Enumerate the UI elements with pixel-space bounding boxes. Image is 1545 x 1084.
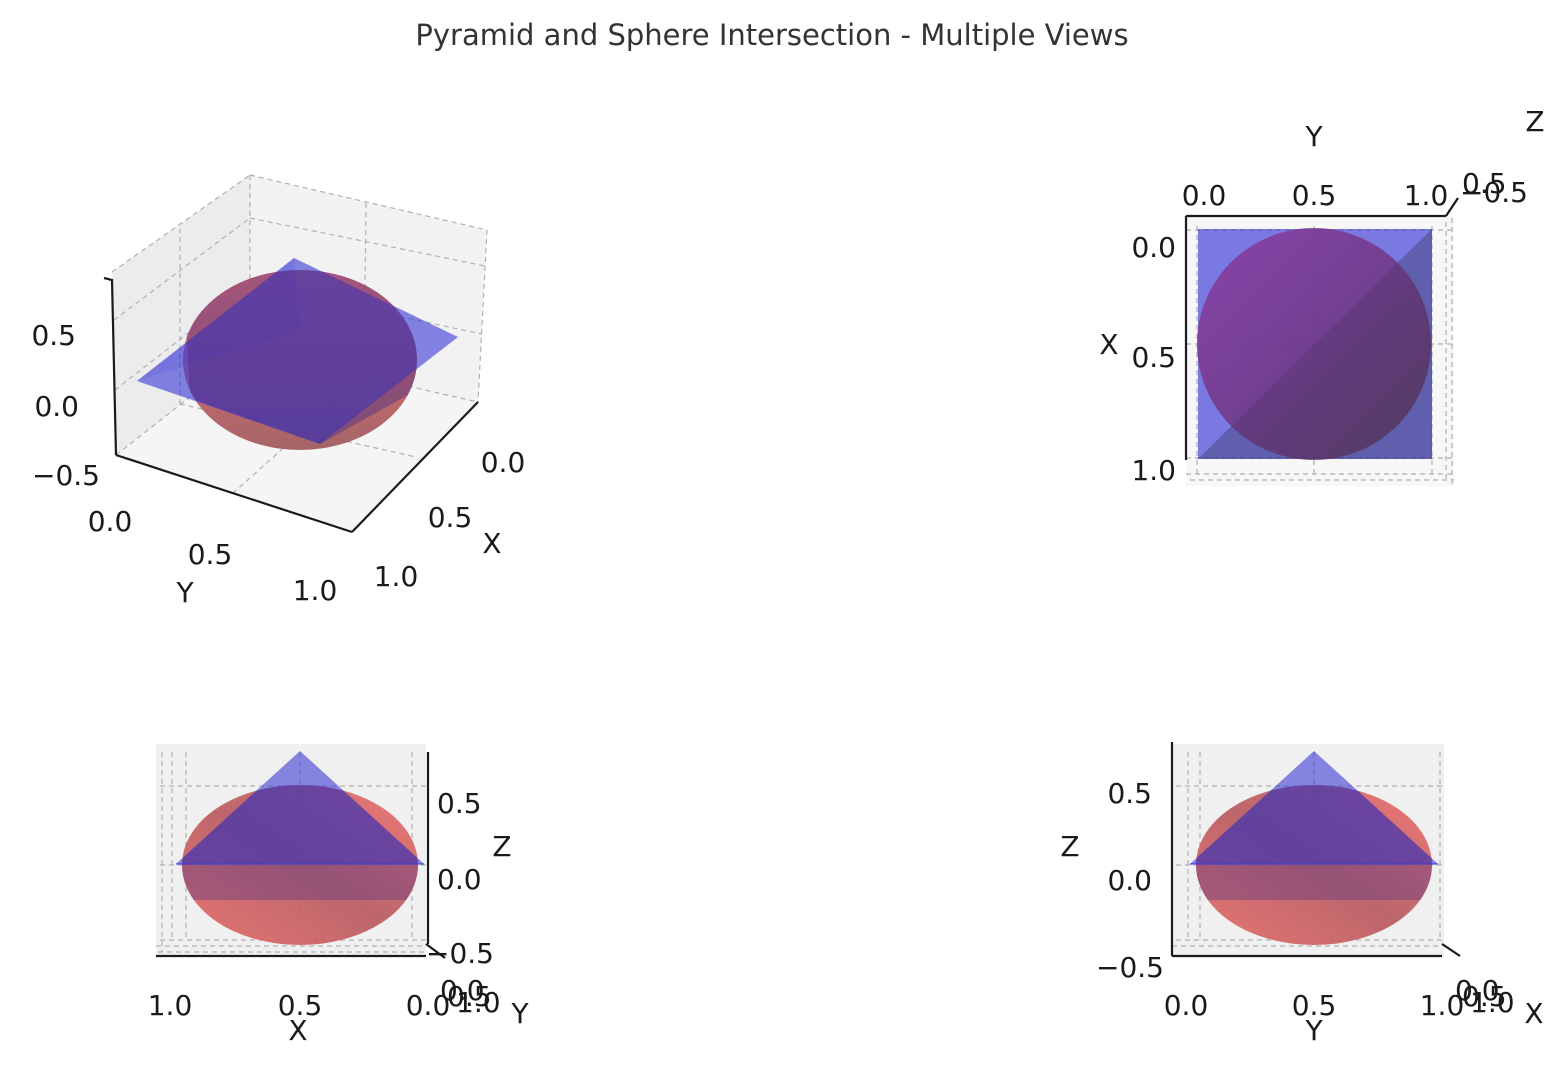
z-tick-0.0: 0.0 [1107, 864, 1152, 897]
pyramid-face-a [137, 258, 458, 444]
figure-title: Pyramid and Sphere Intersection - Multip… [415, 18, 1128, 52]
diagonal-shade [1198, 229, 1432, 459]
y-tick-0.0: 0.0 [1164, 989, 1209, 1022]
pane-left [112, 175, 250, 455]
pyramid-triangle [1190, 751, 1438, 864]
panel-front: 0.5 0.0 −0.5 1.0 0.5 0.0 0.0 0.5 1.0 X Z… [148, 744, 530, 1047]
tick-labels: 0.5 0.0 −0.5 0.0 0.5 1.0 0.0 0.5 1.0 Y X [31, 319, 525, 609]
z-tick-0.5: 0.5 [1107, 777, 1152, 810]
pyramid-overlap [185, 270, 417, 444]
y-axis-label: Y [1304, 1014, 1323, 1047]
y-axis-label: Y [510, 997, 529, 1030]
y-tick-0.0: 0.0 [440, 974, 485, 1007]
axes [1170, 742, 1461, 958]
y-tick-0.0: 0.0 [88, 505, 133, 538]
panel-side: 0.5 0.0 −0.5 0.0 0.5 1.0 0.0 0.5 1.0 Y Z… [1060, 742, 1544, 1047]
x-tick-0.5: 0.5 [1131, 341, 1176, 374]
z-axis [103, 276, 118, 456]
y-tick-0.5: 0.5 [1292, 989, 1337, 1022]
axes [1184, 197, 1459, 460]
x-axis [1441, 943, 1461, 957]
y-tick-0.0: 0.0 [1182, 179, 1227, 212]
x-tick-0.0: 0.0 [1455, 974, 1500, 1007]
z-tick-0.5: 0.5 [31, 319, 76, 352]
pyramid-overlap [1196, 785, 1432, 900]
y-tick-0.5: 0.5 [188, 538, 233, 571]
z-axis-label: Z [1060, 830, 1079, 863]
x-tick-0.0: 0.0 [406, 989, 451, 1022]
panel-perspective: 0.5 0.0 −0.5 0.0 0.5 1.0 0.0 0.5 1.0 Y X [31, 174, 525, 609]
z-axis-label: Z [492, 830, 511, 863]
x-tick-0.0: 0.0 [481, 446, 526, 479]
y-tick-1.0: 1.0 [293, 574, 338, 607]
panel-top: 0.0 0.5 1.0 0.0 0.5 1.0 0.5 −0.5 Y X Z [1099, 105, 1544, 487]
x-axis-label: X [1099, 328, 1118, 361]
y-tick-1.0: 1.0 [1404, 179, 1449, 212]
z-tick-0.0: 0.0 [34, 390, 79, 423]
x-axis-label: X [288, 1014, 307, 1047]
z-tick-neg0.5: −0.5 [32, 459, 100, 492]
y-tick-1.0: 1.0 [1420, 989, 1465, 1022]
z-tick-neg0.5: −0.5 [1460, 176, 1528, 209]
x-axis [351, 401, 479, 533]
x-tick-0.5: 0.5 [278, 989, 323, 1022]
x-axis-label: X [482, 527, 501, 560]
y-tick-0.5: 0.5 [447, 980, 492, 1013]
z-axis-label: Z [1525, 105, 1544, 138]
pyramid-face-b [137, 258, 300, 381]
y-axis-label: Y [1304, 120, 1323, 153]
y-tick-0.5: 0.5 [1292, 179, 1337, 212]
z-tick-neg0.5: −0.5 [426, 937, 494, 970]
x-tick-1.0: 1.0 [1470, 986, 1515, 1019]
z-axis [1445, 197, 1459, 217]
sphere-body [1197, 228, 1431, 460]
pyramid-triangle [176, 751, 424, 864]
x-tick-0.5: 0.5 [1462, 980, 1507, 1013]
x-axis-label: X [1524, 997, 1543, 1030]
y-axis [115, 453, 353, 534]
pyramid [137, 258, 458, 444]
z-tick-0.5: 0.5 [437, 787, 482, 820]
z-tick-0.5: 0.5 [1462, 167, 1507, 200]
tick-labels: 0.5 0.0 −0.5 0.0 0.5 1.0 0.0 0.5 1.0 Y Z… [1060, 777, 1543, 1047]
x-tick-0.0: 0.0 [1131, 231, 1176, 264]
axes [156, 752, 446, 959]
tick-labels: 0.0 0.5 1.0 0.0 0.5 1.0 0.5 −0.5 Y X Z [1099, 105, 1544, 487]
x-tick-0.5: 0.5 [428, 501, 473, 534]
y-axis-label: Y [175, 576, 194, 609]
axes [103, 276, 479, 534]
x-tick-1.0: 1.0 [148, 989, 193, 1022]
z-tick-neg0.5: −0.5 [1096, 951, 1164, 984]
tick-labels: 0.5 0.0 −0.5 1.0 0.5 0.0 0.0 0.5 1.0 X Z… [148, 787, 530, 1047]
x-tick-1.0: 1.0 [374, 560, 419, 593]
z-tick-0.0: 0.0 [437, 863, 482, 896]
x-tick-1.0: 1.0 [1131, 454, 1176, 487]
y-axis [425, 943, 446, 959]
y-tick-1.0: 1.0 [456, 986, 501, 1019]
pyramid-overlap [182, 785, 418, 900]
